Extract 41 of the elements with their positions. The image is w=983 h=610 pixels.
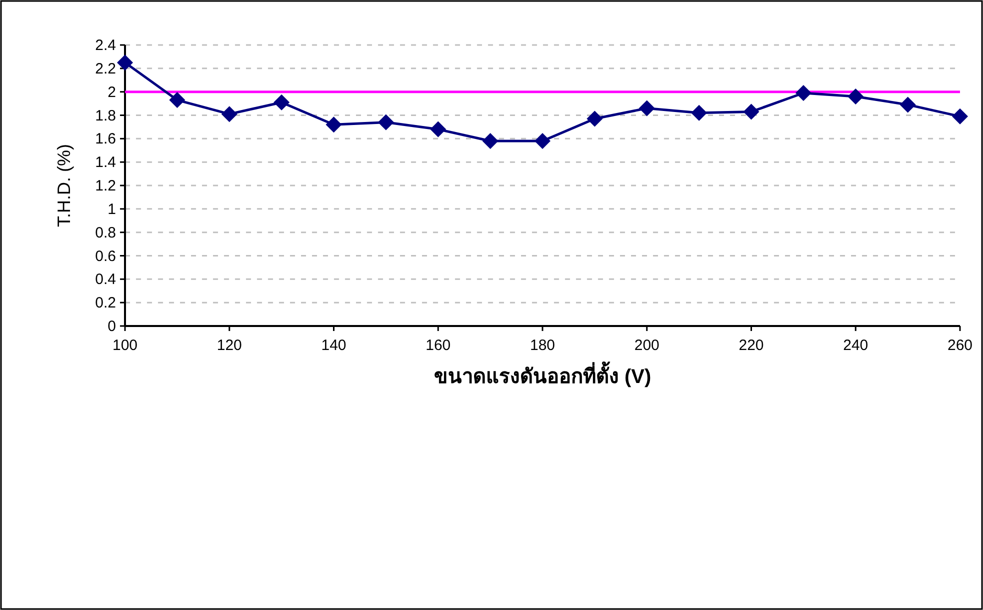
y-axis-title: T.H.D. (%) <box>54 144 74 227</box>
point <box>169 92 186 108</box>
y-tick-label: 1 <box>108 200 116 218</box>
y-tick-label: 1.6 <box>95 130 116 148</box>
x-tick-label: 180 <box>530 337 556 354</box>
x-tick-label: 220 <box>738 337 764 354</box>
y-tick-label: 0 <box>108 318 116 335</box>
x-tick-label: 120 <box>216 337 242 354</box>
y-tick-label: 2.4 <box>95 37 116 54</box>
y-tick-label: 0.8 <box>95 224 116 242</box>
point <box>638 100 655 116</box>
point <box>221 106 238 122</box>
point <box>326 116 342 133</box>
y-tick-label: 1.4 <box>95 154 116 172</box>
x-tick-label: 160 <box>426 337 451 354</box>
x-tick-label: 200 <box>634 337 660 354</box>
point <box>795 85 812 102</box>
point <box>430 121 446 138</box>
point <box>952 108 968 124</box>
y-tick-label: 2.2 <box>95 60 116 78</box>
point <box>900 96 916 113</box>
x-tick-label: 260 <box>947 337 973 354</box>
y-tick-label: 0.2 <box>95 294 116 312</box>
x-tick-label: 240 <box>843 337 868 354</box>
x-axis-title: ขนาดแรงดันออกที่ตั้ง (V) <box>434 361 652 388</box>
point <box>743 104 760 120</box>
point <box>586 110 603 127</box>
y-tick-label: 1.8 <box>95 107 116 124</box>
point <box>848 88 864 105</box>
y-tick-label: 0.6 <box>95 248 116 265</box>
point <box>117 54 133 71</box>
point <box>274 94 290 110</box>
point <box>534 133 550 150</box>
y-tick-label: 0.4 <box>95 271 116 288</box>
x-tick-label: 100 <box>112 337 138 354</box>
point <box>378 114 394 130</box>
point <box>691 104 708 121</box>
y-tick-label: 1.2 <box>95 178 116 194</box>
x-tick-label: 140 <box>321 337 346 354</box>
y-tick-label: 2 <box>108 84 116 101</box>
point <box>482 133 498 150</box>
